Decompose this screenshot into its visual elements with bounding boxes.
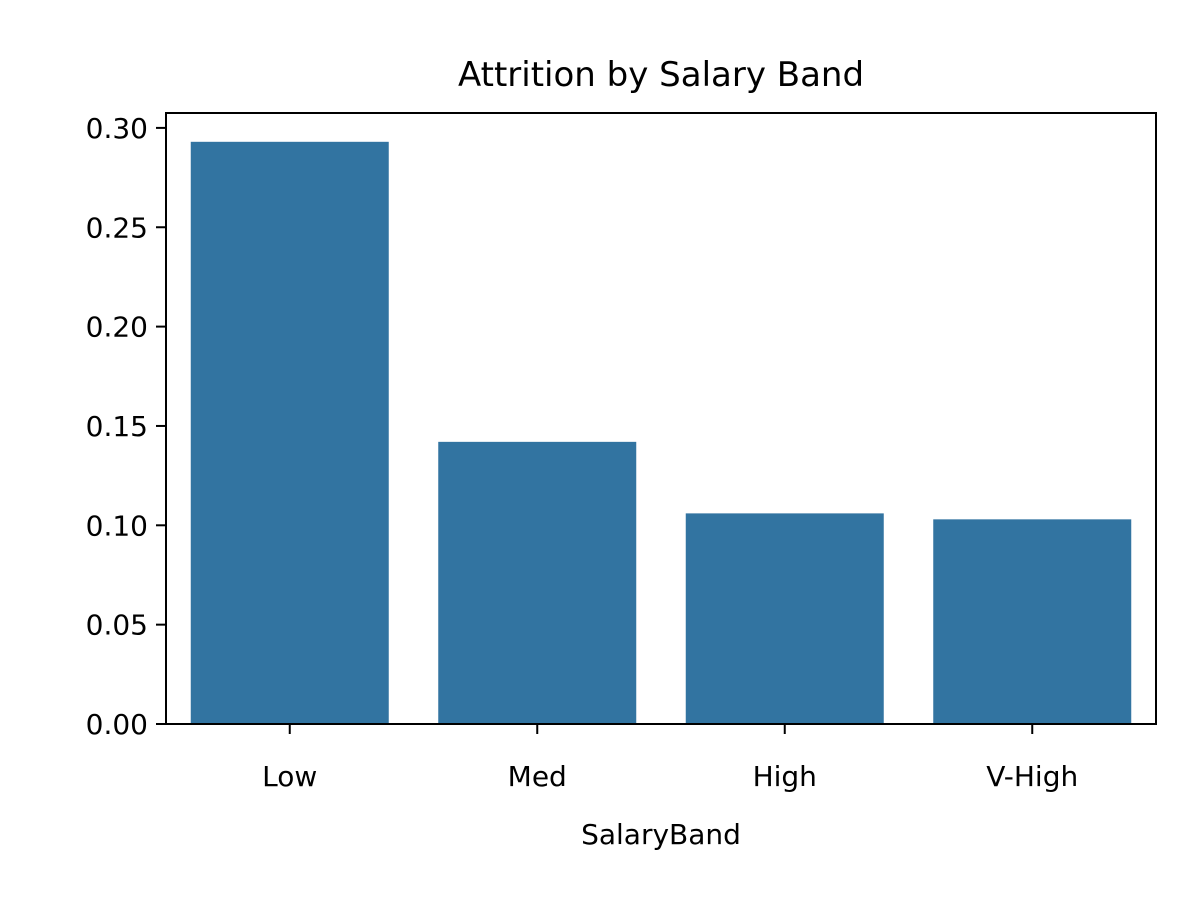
y-tick-label: 0.10 (86, 509, 148, 542)
x-axis: Low Med High V-High (262, 724, 1078, 793)
bar-med (438, 441, 637, 724)
chart-title: Attrition by Salary Band (458, 55, 864, 95)
plot-frame (165, 112, 1157, 725)
y-tick-label: 0.05 (86, 609, 148, 642)
x-axis-label: SalaryBand (581, 818, 741, 851)
bars-layer (190, 141, 1132, 724)
bar-v-high (933, 519, 1132, 724)
bar-low (190, 141, 389, 724)
x-tick-label: Low (262, 760, 317, 793)
bar-high (685, 513, 884, 724)
x-tick-label: V-High (986, 760, 1078, 793)
y-axis: 0.00 0.05 0.10 0.15 0.20 0.25 0.30 (86, 112, 166, 741)
y-tick-label: 0.30 (86, 112, 148, 145)
y-tick-label: 0.25 (86, 211, 148, 244)
y-tick-label: 0.20 (86, 311, 148, 344)
y-tick-label: 0.15 (86, 410, 148, 443)
x-tick-label: Med (508, 760, 567, 793)
y-tick-label: 0.00 (86, 708, 148, 741)
x-tick-label: High (753, 760, 817, 793)
